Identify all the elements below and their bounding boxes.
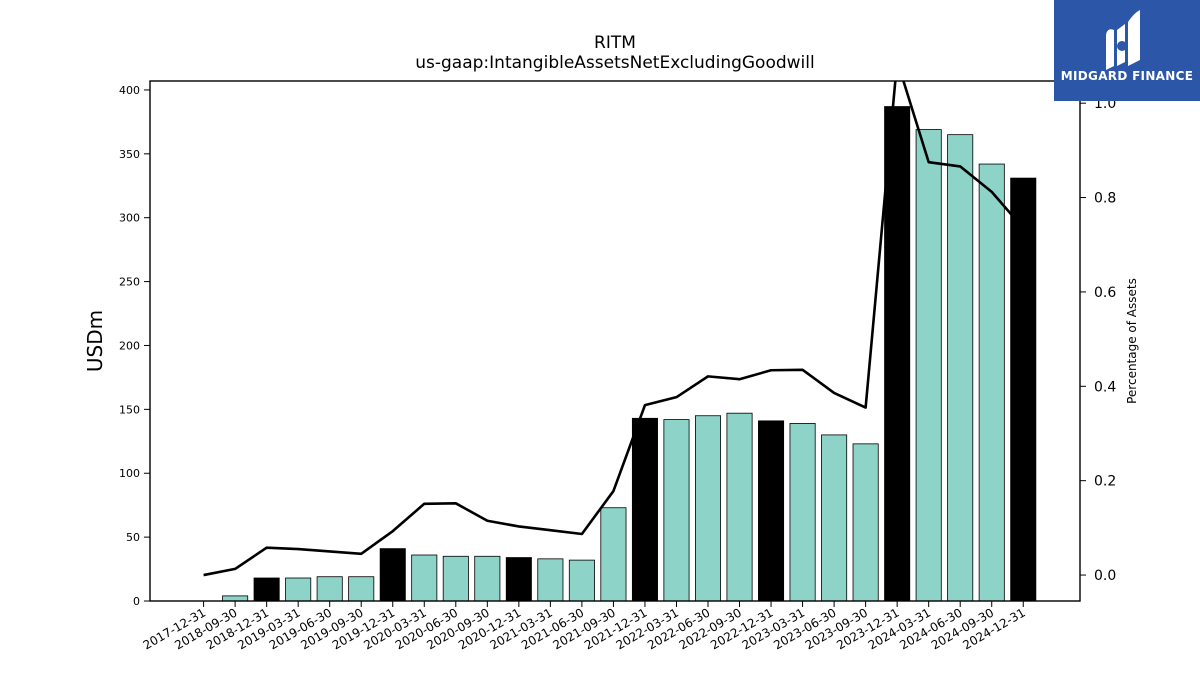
y2-tick-label: 0.4 [1094, 379, 1116, 395]
y-tick-label: 400 [119, 84, 140, 97]
y2-axis-label: Percentage of Assets [1125, 278, 1139, 404]
chart-title: RITM [594, 33, 636, 53]
bar [852, 443, 879, 601]
bar [316, 576, 343, 601]
bar [285, 577, 312, 601]
midgard-finance-logo: MIDGARD FINANCE [1054, 0, 1200, 101]
y-tick-label: 200 [119, 339, 140, 352]
bar [915, 129, 942, 601]
y-tick-label: 250 [119, 276, 140, 289]
bar [442, 555, 469, 601]
plot-frame [149, 80, 1081, 602]
y2-tick-label: 0.6 [1094, 285, 1116, 301]
bar [411, 554, 438, 601]
bar [694, 415, 722, 601]
bar [789, 423, 816, 601]
y-axis-label: USDm [83, 310, 107, 372]
bar [379, 548, 406, 601]
bar [222, 595, 249, 601]
y-tick-label: 0 [133, 595, 140, 608]
bar [947, 134, 974, 601]
y2-tick-label: 0.2 [1094, 474, 1116, 490]
bar [978, 163, 1005, 601]
bar [505, 557, 532, 601]
bar [568, 559, 595, 601]
bar-series [222, 106, 1037, 601]
bar [821, 434, 848, 601]
bar [537, 558, 564, 601]
logo-text: MIDGARD FINANCE [1060, 69, 1194, 83]
bar [348, 576, 375, 601]
bar [474, 555, 501, 601]
bar [726, 412, 753, 601]
bar [600, 507, 627, 601]
y2-tick-label: 0.0 [1094, 568, 1116, 584]
y2-tick-label: 0.8 [1094, 191, 1116, 207]
bar [663, 419, 690, 601]
y-tick-label: 350 [119, 148, 140, 161]
y-tick-label: 50 [126, 531, 140, 544]
bar [631, 417, 658, 601]
bar [253, 577, 280, 601]
bar [758, 420, 785, 601]
line-series [203, 81, 1025, 577]
y-tick-label: 100 [119, 467, 140, 480]
chart-subtitle: us-gaap:IntangibleAssetsNetExcludingGood… [415, 53, 815, 73]
bar [1010, 177, 1037, 601]
y-tick-label: 150 [119, 403, 140, 416]
bar [884, 106, 911, 601]
percentage-line [203, 81, 1025, 577]
y-tick-label: 300 [119, 212, 140, 225]
midgard-m-logo-icon [1106, 10, 1140, 70]
